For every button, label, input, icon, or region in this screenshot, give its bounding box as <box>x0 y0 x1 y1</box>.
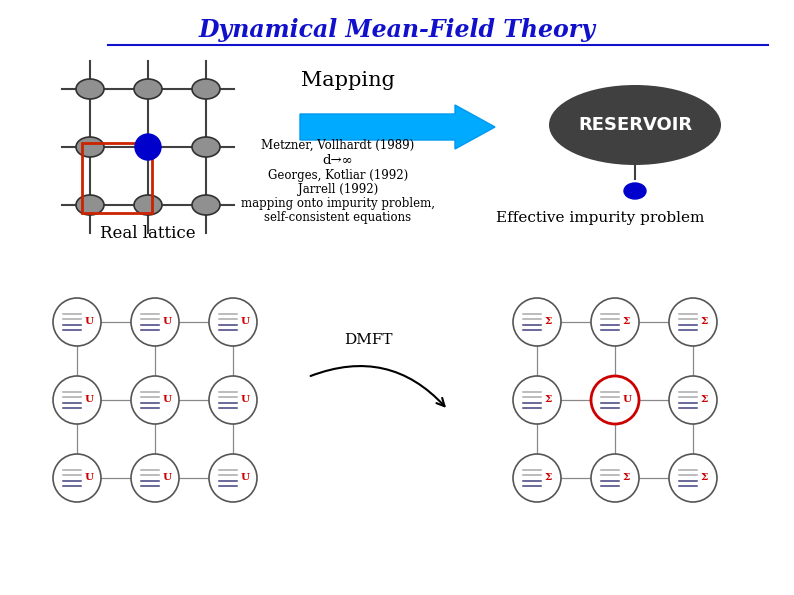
Text: RESERVOIR: RESERVOIR <box>578 116 692 134</box>
Text: Mapping: Mapping <box>301 70 395 89</box>
Circle shape <box>53 298 101 346</box>
Ellipse shape <box>192 137 220 157</box>
Circle shape <box>131 298 179 346</box>
Circle shape <box>53 454 101 502</box>
Circle shape <box>669 454 717 502</box>
Text: Georges, Kotliar (1992): Georges, Kotliar (1992) <box>268 168 408 181</box>
Text: U: U <box>163 318 172 327</box>
Ellipse shape <box>549 85 721 165</box>
Text: Σ: Σ <box>545 474 553 483</box>
Text: Metzner, Vollhardt (1989): Metzner, Vollhardt (1989) <box>261 139 414 152</box>
Text: self-consistent equations: self-consistent equations <box>264 211 411 224</box>
Text: DMFT: DMFT <box>344 333 392 347</box>
Ellipse shape <box>76 79 104 99</box>
Ellipse shape <box>624 183 646 199</box>
Text: Jarrell (1992): Jarrell (1992) <box>298 183 378 196</box>
Ellipse shape <box>134 79 162 99</box>
Text: U: U <box>163 474 172 483</box>
Circle shape <box>53 376 101 424</box>
Text: U: U <box>163 396 172 405</box>
Circle shape <box>591 376 639 424</box>
Text: Σ: Σ <box>701 318 708 327</box>
Text: U: U <box>85 474 94 483</box>
Text: Σ: Σ <box>623 318 630 327</box>
Circle shape <box>209 376 257 424</box>
Ellipse shape <box>76 137 104 157</box>
Circle shape <box>131 454 179 502</box>
Circle shape <box>513 376 561 424</box>
Circle shape <box>669 298 717 346</box>
FancyArrow shape <box>300 105 495 149</box>
Circle shape <box>135 134 161 160</box>
Circle shape <box>513 298 561 346</box>
FancyArrowPatch shape <box>310 366 445 406</box>
Text: Σ: Σ <box>701 474 708 483</box>
Text: U: U <box>241 474 250 483</box>
Text: U: U <box>85 396 94 405</box>
Text: U: U <box>241 396 250 405</box>
Text: U: U <box>85 318 94 327</box>
Bar <box>82 143 152 213</box>
Text: U: U <box>623 396 632 405</box>
Circle shape <box>209 454 257 502</box>
Text: Σ: Σ <box>701 396 708 405</box>
Text: Real lattice: Real lattice <box>100 224 196 242</box>
Circle shape <box>591 454 639 502</box>
Circle shape <box>131 376 179 424</box>
Text: U: U <box>241 318 250 327</box>
Circle shape <box>591 298 639 346</box>
Text: Σ: Σ <box>545 396 553 405</box>
Ellipse shape <box>192 79 220 99</box>
Text: Σ: Σ <box>623 474 630 483</box>
Ellipse shape <box>76 195 104 215</box>
Text: d→∞: d→∞ <box>322 154 353 167</box>
Ellipse shape <box>192 195 220 215</box>
Circle shape <box>669 376 717 424</box>
Circle shape <box>513 454 561 502</box>
Text: Σ: Σ <box>545 318 553 327</box>
Circle shape <box>209 298 257 346</box>
Ellipse shape <box>134 195 162 215</box>
Text: Effective impurity problem: Effective impurity problem <box>495 211 704 225</box>
Text: mapping onto impurity problem,: mapping onto impurity problem, <box>241 196 435 209</box>
Text: Dynamical Mean-Field Theory: Dynamical Mean-Field Theory <box>198 18 596 42</box>
